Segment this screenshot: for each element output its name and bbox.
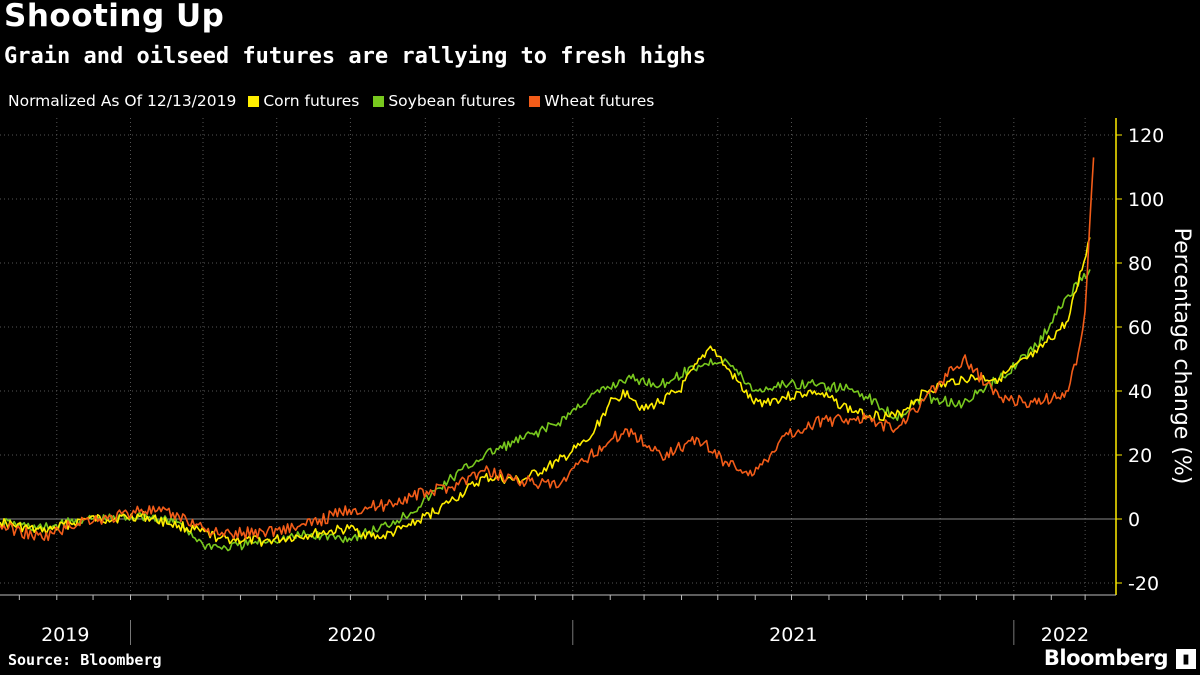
series-line-corn <box>0 237 1091 547</box>
y-tick-label: 120 <box>1128 125 1164 147</box>
legend-label-corn: Corn futures <box>263 92 360 110</box>
series-line-wheat <box>0 157 1095 542</box>
legend-item-corn: Corn futures <box>248 92 359 110</box>
x-year-label: 2022 <box>1041 624 1089 646</box>
brand-badge-icon: ▮ <box>1176 649 1196 669</box>
x-year-label: 2020 <box>327 624 375 646</box>
page-title: Shooting Up <box>4 0 225 34</box>
x-year-label: 2021 <box>769 624 817 646</box>
legend-swatch-soybean <box>373 95 385 107</box>
y-tick-label: -20 <box>1128 573 1159 595</box>
legend-item-wheat: Wheat futures <box>529 92 654 110</box>
y-tick-label: 60 <box>1128 317 1152 339</box>
source-note: Source: Bloomberg <box>8 651 162 669</box>
legend-swatch-corn <box>248 95 260 107</box>
y-tick-label: 40 <box>1128 381 1152 403</box>
x-year-label: 2019 <box>41 624 89 646</box>
y-tick-label: 20 <box>1128 445 1152 467</box>
legend-item-soybean: Soybean futures <box>373 92 515 110</box>
y-tick-label: 100 <box>1128 189 1164 211</box>
normalized-label: Normalized As Of 12/13/2019 <box>8 92 237 110</box>
legend-swatch-wheat <box>529 95 541 107</box>
legend-label-wheat: Wheat futures <box>544 92 655 110</box>
page-subtitle: Grain and oilseed futures are rallying t… <box>4 44 706 69</box>
y-axis-title: Percentage change (%) <box>1169 228 1194 485</box>
y-tick-label: 0 <box>1128 509 1140 531</box>
chart-legend: Normalized As Of 12/13/2019 Corn futures… <box>8 90 668 112</box>
legend-label-soybean: Soybean futures <box>388 92 516 110</box>
brand-logo: Bloomberg <box>1043 646 1169 670</box>
y-tick-label: 80 <box>1128 253 1152 275</box>
